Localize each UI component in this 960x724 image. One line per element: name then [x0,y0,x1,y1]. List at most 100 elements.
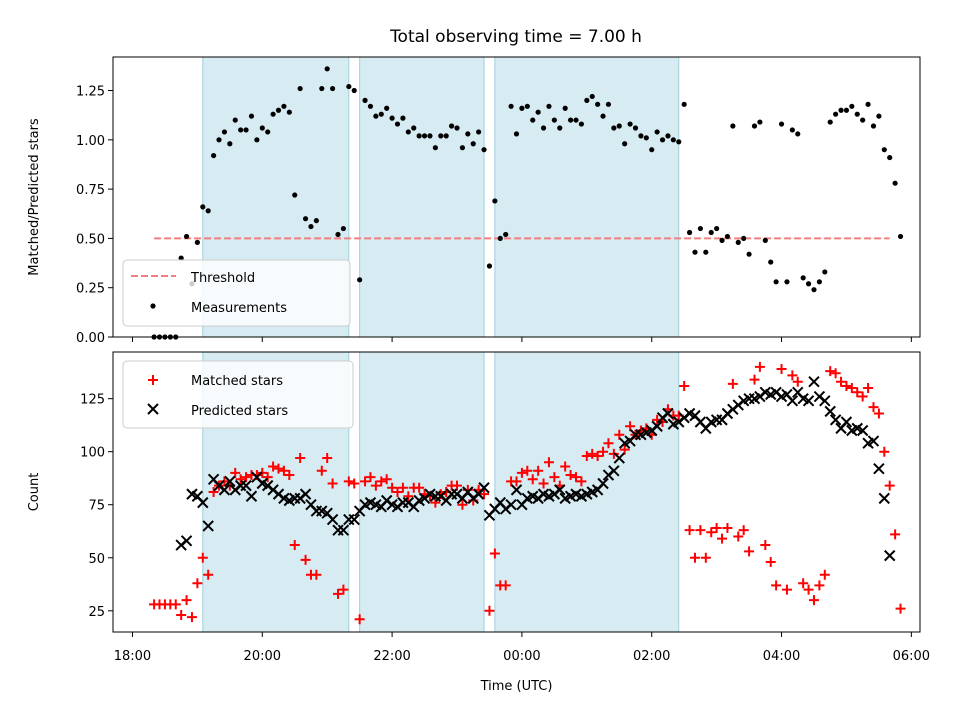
measurement-point [714,225,720,232]
top-legend: Threshold Measurements [122,259,351,327]
matched-star-point [857,391,868,402]
matched-star-point [511,476,522,487]
x-tick-label: 00:00 [503,649,540,664]
measurement-point [708,229,714,236]
matched-star-point [727,378,738,389]
measurement-point [833,111,839,117]
measurement-point [887,154,893,161]
matched-star-point [186,612,197,623]
measurement-point [649,147,655,153]
predicted-star-point [651,420,663,432]
measurement-point [773,279,779,285]
legend-threshold-label: Threshold [190,271,255,286]
matched-star-point [241,472,252,483]
matched-star-point [397,482,408,493]
measurement-point [860,117,866,123]
predicted-star-point [326,513,339,526]
matched-star-point [522,465,533,476]
bottom-panel: 25 50 75 100 125 18:00 20:00 22:00 00:00 02:00 04:… [27,351,930,694]
matched-star-point [830,368,841,379]
measurement-point [535,109,541,115]
predicted-star-point [829,414,842,426]
top-y-tick-label: 0.75 [76,183,105,198]
x-tick-label: 18:00 [114,649,151,664]
predicted-star-point [856,424,869,437]
measurement-point [357,277,363,283]
measurement-point [551,117,557,123]
predicted-star-point [873,462,885,475]
matched-star-point [625,421,636,432]
top-shaded-interval [494,56,680,338]
matched-star-point [754,361,765,372]
measurement-point [205,208,211,214]
matched-star-point [576,476,587,487]
measurement-point [557,125,563,131]
matched-star-point [549,472,560,483]
matched-star-point [603,438,614,449]
measurement-point [881,147,887,153]
measurement-point [216,137,222,143]
matched-star-point [370,480,381,491]
matched-star-point [884,480,895,491]
matched-star-point [706,527,717,538]
measurement-point [335,231,341,238]
measurement-point [530,117,536,123]
measurement-point [248,113,255,119]
top-y-tick-label: 1.25 [76,85,105,100]
measurement-point [584,97,590,103]
matched-star-point [527,474,538,485]
matched-star-point [489,548,500,559]
measurement-point [573,117,579,123]
predicted-star-point [808,375,820,388]
measurement-point [897,233,904,240]
matched-star-point [868,402,879,413]
measurement-point [632,125,639,131]
matched-star-point [684,525,695,536]
matched-star-point [230,467,241,478]
measurement-point [811,287,817,293]
measurement-point [427,133,433,139]
matched-star-point [484,605,495,616]
predicted-star-point [613,452,625,464]
measurement-point [892,180,898,186]
legend-matched-label: Matched stars [191,374,283,389]
measurement-point [329,85,336,92]
measurement-point [605,101,612,107]
measurement-point [681,101,687,107]
measurement-point [692,249,698,255]
matched-star-point [170,599,181,610]
measurement-point [686,229,693,236]
predicted-star-point [240,479,252,492]
matched-star-point [711,523,722,534]
top-y-tick-label: 0.00 [76,331,105,346]
matched-star-point [452,480,463,491]
matched-star-point [479,489,490,500]
measurement-point [789,127,795,133]
matched-star-point [749,374,760,385]
predicted-star-point [608,465,620,477]
measurement-point [200,204,206,210]
measurement-point [730,123,736,129]
measurement-point [503,231,509,238]
measurement-point [876,113,882,119]
predicted-star-point [554,484,566,496]
matched-star-point [781,584,792,595]
matched-star-point [403,491,414,502]
matched-star-point [284,470,295,481]
matched-star-point [333,588,344,599]
measurement-point [373,113,379,119]
measurement-point [784,279,790,285]
matched-star-point [852,387,863,398]
matched-star-point [814,580,825,591]
measurement-point [492,198,498,204]
matched-star-point [836,376,847,387]
predicted-star-point [510,484,523,496]
top-y-tick-label: 0.25 [76,282,105,297]
matched-star-point [722,523,733,534]
matched-star-point [500,580,511,591]
measurement-point [746,251,752,257]
matched-star-point [587,448,598,459]
measurement-point [389,115,395,121]
top-shaded-interval [359,56,485,338]
legend-measurements-marker [150,303,156,309]
